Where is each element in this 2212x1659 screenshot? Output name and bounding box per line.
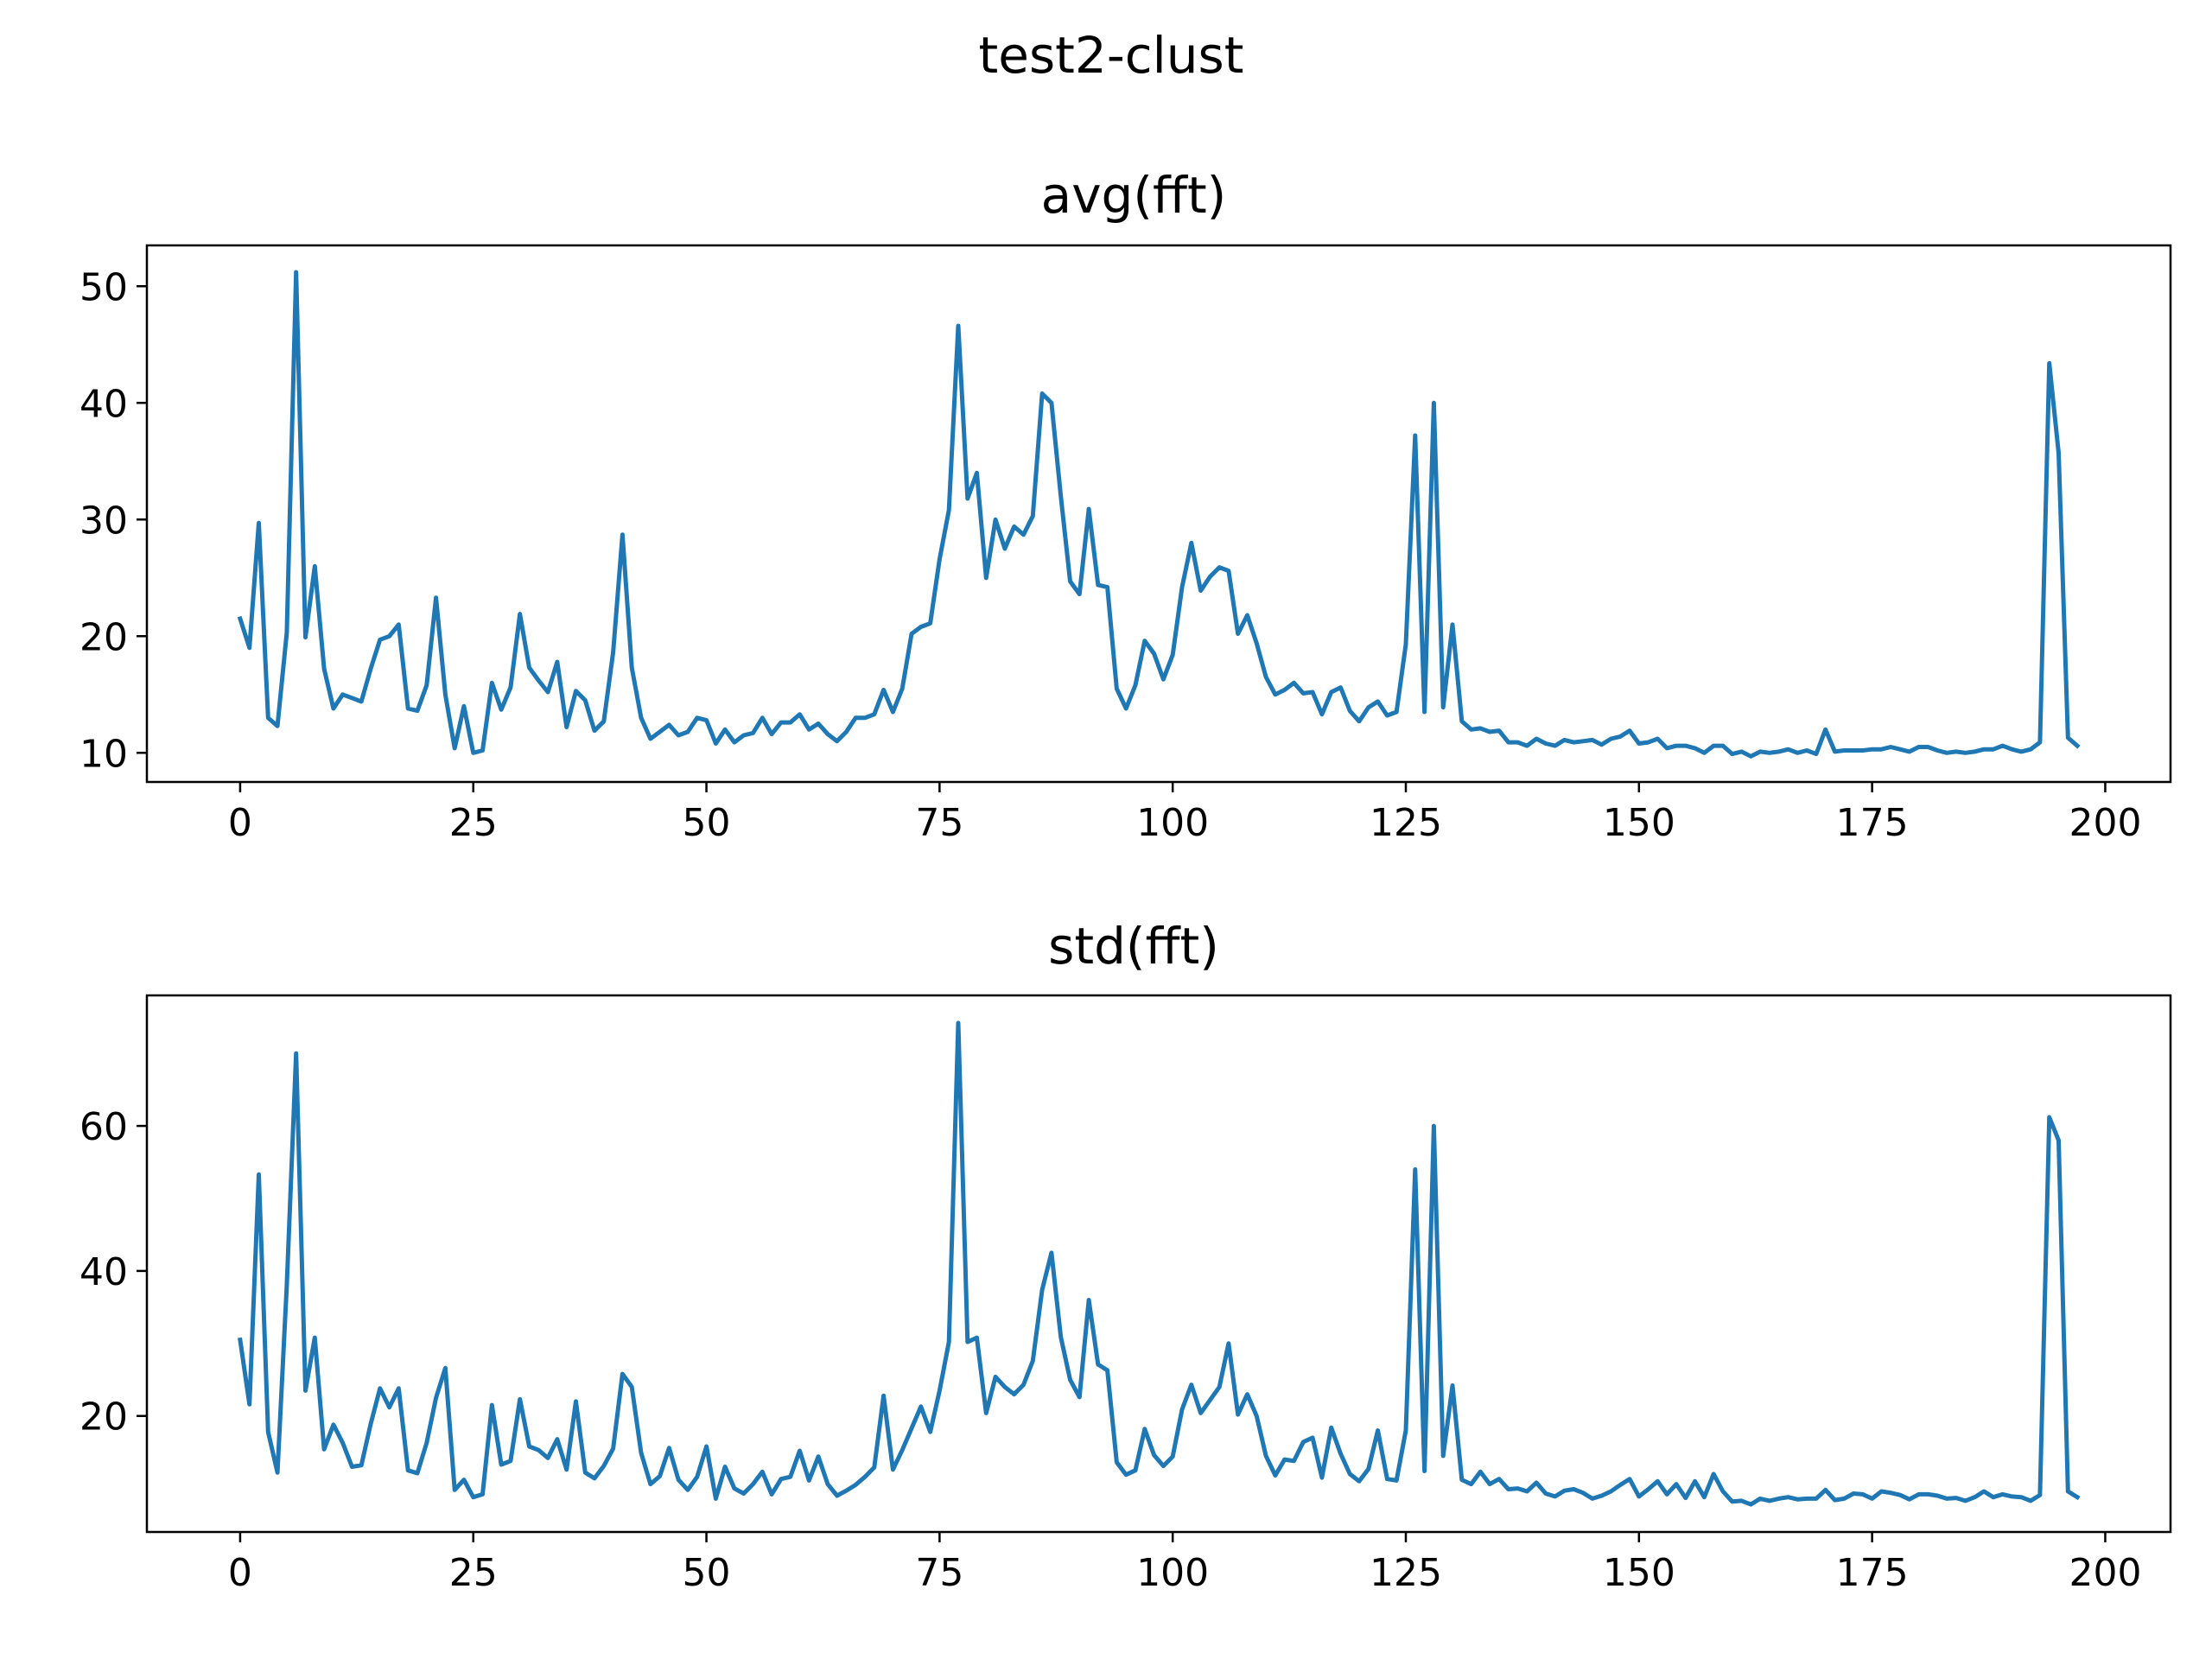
y-tick-label: 60 (79, 1105, 128, 1149)
tick-group: 0 25 50 75 100 125 150 175 200 10 20 30 40 50 (79, 265, 2141, 845)
subplot-std-fft: std(fft) 0 25 50 75 100 125 150 175 200 20 40 60 (79, 917, 2172, 1595)
x-tick-label: 200 (2069, 1551, 2141, 1595)
x-tick-label: 0 (228, 801, 252, 845)
x-tick-label: 100 (1136, 1551, 1209, 1595)
x-tick-label: 200 (2069, 801, 2141, 845)
x-tick-label: 25 (449, 801, 498, 845)
y-tick-label: 50 (79, 265, 128, 309)
x-tick-label: 50 (683, 1551, 731, 1595)
subplot-title: avg(fft) (1041, 166, 1227, 225)
x-tick-label: 175 (1836, 801, 1909, 845)
x-tick-label: 50 (683, 801, 731, 845)
x-tick-label: 125 (1370, 801, 1442, 845)
x-tick-label: 125 (1370, 1551, 1442, 1595)
axes-frame (145, 994, 2172, 1534)
y-tick-label: 40 (79, 382, 128, 426)
y-tick-label: 40 (79, 1250, 128, 1294)
x-tick-label: 100 (1136, 801, 1209, 845)
x-tick-label: 150 (1603, 801, 1675, 845)
y-tick-label: 10 (79, 732, 128, 776)
x-tick-label: 150 (1603, 1551, 1675, 1595)
x-tick-label: 175 (1836, 1551, 1909, 1595)
subplot-title: std(fft) (1048, 917, 1219, 976)
x-tick-label: 25 (449, 1551, 498, 1595)
figure-suptitle: test2-clust (979, 26, 1244, 85)
x-tick-label: 0 (228, 1551, 252, 1595)
x-tick-label: 75 (915, 801, 963, 845)
tick-group: 0 25 50 75 100 125 150 175 200 20 40 60 (79, 1105, 2141, 1595)
subplot-avg-fft: avg(fft) 0 25 50 75 100 125 150 175 200 10 20 30 40 5… (79, 166, 2172, 845)
series-line-std-fft (238, 1020, 2081, 1507)
y-tick-label: 30 (79, 499, 128, 543)
x-tick-label: 75 (915, 1551, 963, 1595)
y-tick-label: 20 (79, 1395, 128, 1440)
y-tick-label: 20 (79, 615, 128, 659)
axes-frame (145, 244, 2172, 784)
series-line-avg-fft (237, 270, 2081, 759)
